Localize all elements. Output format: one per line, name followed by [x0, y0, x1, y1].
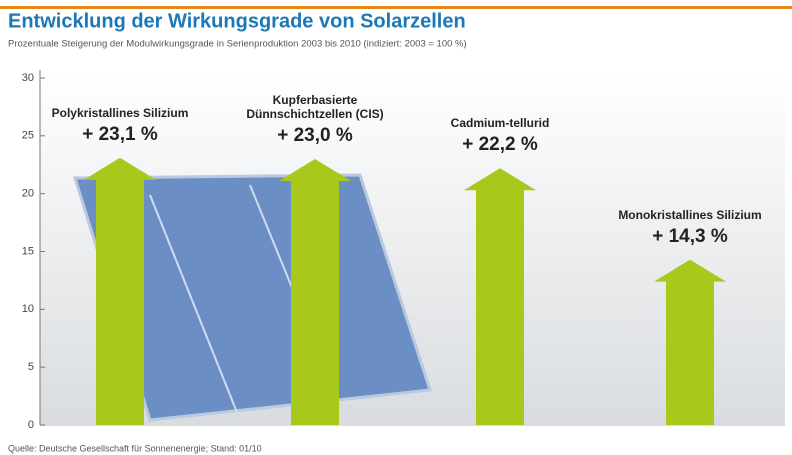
- source: Quelle: Deutsche Gesellschaft für Sonnen…: [8, 443, 262, 453]
- y-tick-label: 30: [22, 72, 34, 84]
- label-group: Kupferbasierte Dünnschichtzellen (CIS) + …: [230, 93, 400, 147]
- value-label: + 23,0 %: [230, 125, 400, 147]
- category-label: Kupferbasierte Dünnschichtzellen (CIS): [230, 93, 400, 121]
- value-label: + 14,3 %: [605, 226, 775, 248]
- value-label: + 22,2 %: [415, 134, 585, 156]
- page: Entwicklung der Wirkungsgrade von Solarz…: [0, 0, 792, 455]
- y-tick-label: 20: [22, 188, 34, 200]
- y-tick-label: 5: [28, 361, 34, 373]
- chart-title: Entwicklung der Wirkungsgrade von Solarz…: [8, 10, 466, 32]
- y-tick-label: 0: [28, 419, 34, 431]
- label-group: Cadmium-tellurid + 22,2 %: [415, 116, 585, 156]
- label-group: Polykristallines Silizium + 23,1 %: [35, 106, 205, 146]
- chart-subtitle: Prozentuale Steigerung der Modulwirkungs…: [8, 39, 467, 50]
- category-label: Monokristallines Silizium: [605, 208, 775, 222]
- y-tick-label: 15: [22, 245, 34, 257]
- top-rule: [0, 6, 792, 9]
- category-label: Polykristallines Silizium: [35, 106, 205, 120]
- label-group: Monokristallines Silizium + 14,3 %: [605, 208, 775, 248]
- category-label: Cadmium-tellurid: [415, 116, 585, 130]
- y-tick-label: 25: [22, 130, 34, 142]
- value-label: + 23,1 %: [35, 124, 205, 146]
- y-tick-label: 10: [22, 303, 34, 315]
